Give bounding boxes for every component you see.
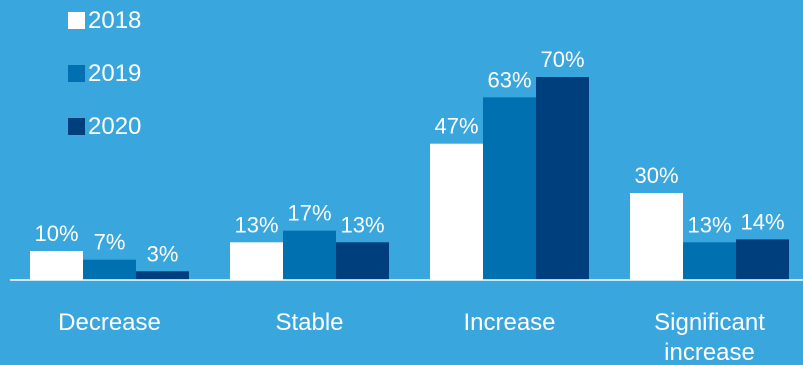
bar-2020-1 [136,271,189,280]
legend-label-2019: 2019 [88,60,141,87]
bar-2019-3 [483,97,536,280]
value-labels: 10% 7% 3% 13% 17% 13% 47% 63% 70% 30% 13% 14% [34,47,784,266]
bar-2019-1 [83,259,136,280]
category-label-1: Decrease [58,309,161,336]
bar-2020-3 [536,77,589,280]
bars [30,77,789,280]
value-label-2020-2: 13% [340,212,384,237]
bar-2018-2 [230,242,283,280]
value-label-2020-4: 14% [740,209,784,234]
value-label-2018-2: 13% [234,212,278,237]
bar-2019-2 [283,230,336,280]
value-label-2019-3: 63% [487,67,531,92]
legend-label-2020: 2020 [88,113,141,140]
value-label-2019-1: 7% [94,230,126,255]
value-label-2018-3: 47% [434,114,478,139]
legend-swatch-2018 [68,12,85,29]
value-label-2018-4: 30% [634,163,678,188]
value-label-2019-4: 13% [687,212,731,237]
value-label-2019-2: 17% [287,201,331,226]
bar-2018-3 [430,143,483,280]
legend-swatch-2019 [68,65,85,82]
bar-2019-4 [683,242,736,280]
bar-2018-1 [30,251,83,280]
legend-swatch-2020 [68,118,85,135]
category-label-4-line-1: Significant [654,309,765,336]
legend: 2018 2019 2020 [68,7,141,140]
bar-2020-4 [736,239,789,280]
value-label-2020-1: 3% [147,241,179,266]
bar-2018-4 [630,193,683,280]
category-label-4-line-2: increase [664,339,755,365]
category-labels: Decrease Stable Increase Significant increas… [58,309,765,365]
value-label-2020-3: 70% [540,47,584,72]
category-label-2: Stable [275,309,343,336]
value-label-2018-1: 10% [34,221,78,246]
category-label-3: Increase [463,309,555,336]
bar-2020-2 [336,242,389,280]
legend-label-2018: 2018 [88,7,141,34]
